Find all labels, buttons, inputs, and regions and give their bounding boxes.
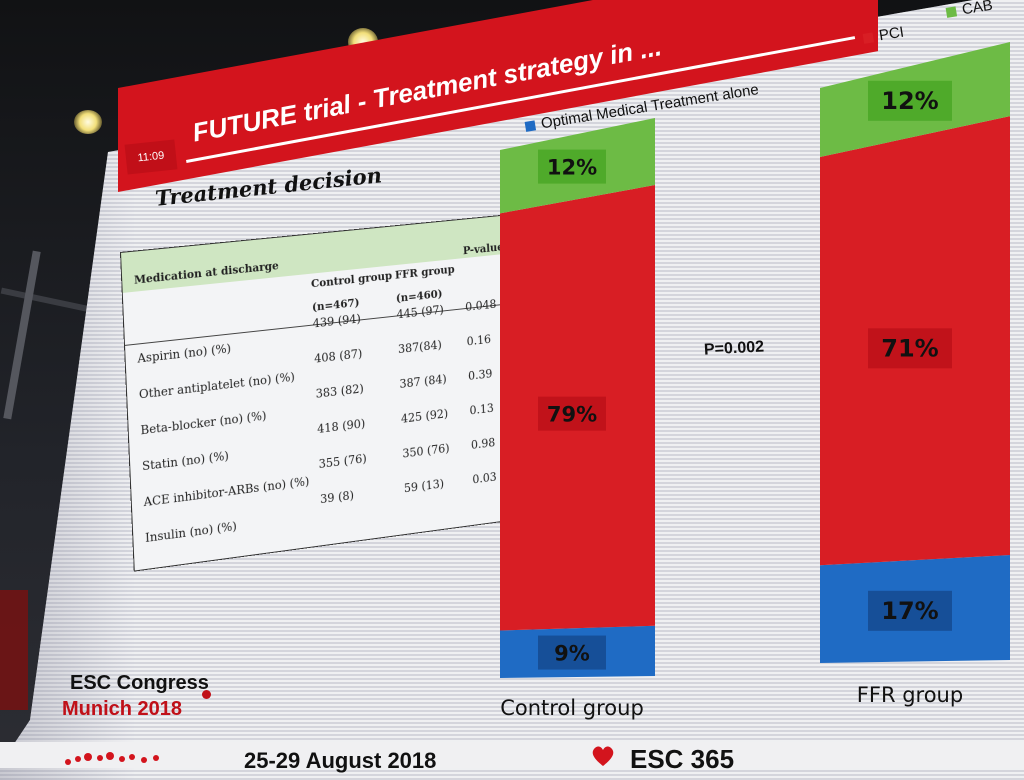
data-label: 79% [547, 403, 597, 427]
footer-brand: ESC 365 [630, 744, 735, 774]
data-label: 12% [547, 156, 597, 180]
footer-congress: ESC Congress [70, 672, 209, 694]
footer-dates: 25-29 August 2018 [244, 748, 437, 773]
ceiling-light [74, 110, 102, 134]
data-label-box [538, 635, 606, 670]
dots-logo-icon [65, 752, 159, 765]
data-label: 12% [881, 87, 938, 115]
data-label-box [538, 149, 606, 184]
data-label: 71% [881, 334, 938, 362]
data-label-box [868, 590, 952, 631]
category-label: FFR group [857, 683, 963, 707]
data-label: 17% [881, 597, 938, 625]
category-label: Control group [500, 696, 644, 720]
data-label: 9% [554, 642, 590, 666]
data-label-box [868, 328, 952, 369]
p-value-annotation: P=0.002 [703, 338, 765, 359]
data-label-box [538, 396, 606, 431]
bottom-strip [0, 742, 1024, 768]
data-label-box [868, 80, 952, 121]
footer-city: Munich 2018 [62, 698, 183, 720]
stage-light [0, 590, 28, 710]
footer-dot [202, 690, 211, 699]
heart-icon [592, 746, 614, 766]
